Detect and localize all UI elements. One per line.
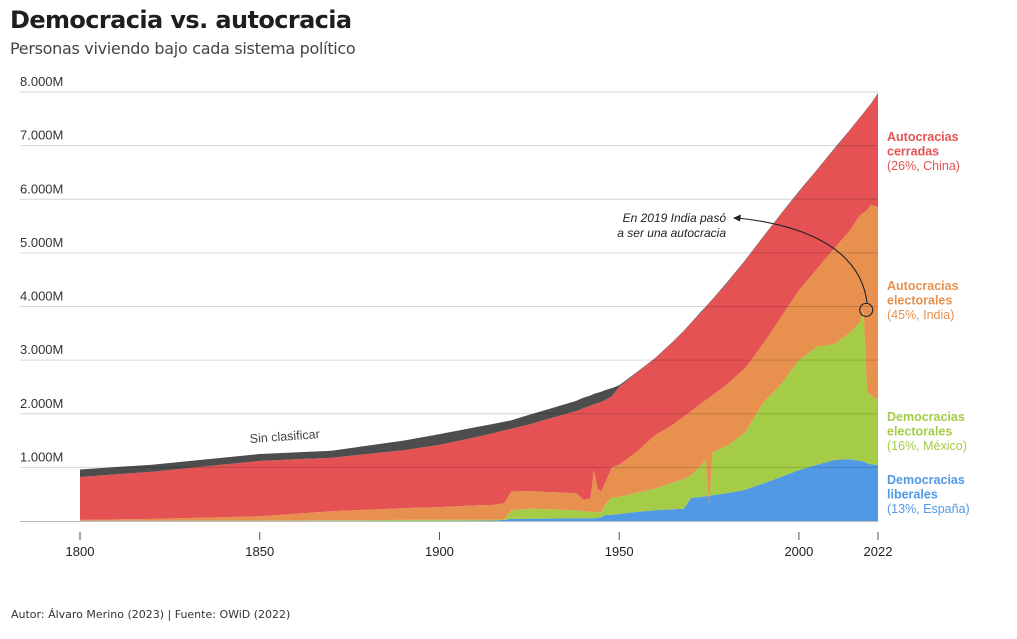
series-label-line: (26%, China) — [887, 159, 960, 173]
y-tick-label: 4.000M — [20, 289, 63, 304]
chart-subtitle: Personas viviendo bajo cada sistema polí… — [10, 39, 356, 58]
y-tick-label: 3.000M — [20, 342, 63, 357]
series-label-line: electorales — [887, 425, 952, 439]
series-label-line: cerradas — [887, 145, 939, 159]
annotation-text: a ser una autocracia — [617, 226, 726, 240]
y-tick-label: 6.000M — [20, 181, 63, 196]
series-label-line: Autocracias — [887, 130, 959, 144]
gridlines — [20, 91, 878, 522]
series-label-line: Democracias — [887, 410, 965, 424]
source-credit: Autor: Álvaro Merino (2023) | Fuente: OW… — [11, 608, 291, 621]
x-tick-label: 1800 — [66, 544, 95, 559]
x-tick-label: 1900 — [425, 544, 454, 559]
area-autocracias-cerradas — [80, 94, 878, 520]
series-label-line: (13%, España) — [887, 502, 970, 516]
label-sin-clasificar: Sin clasificar — [249, 427, 320, 446]
x-tick-label: 1850 — [245, 544, 274, 559]
x-tick-label: 2000 — [784, 544, 813, 559]
y-tick-label: 8.000M — [20, 74, 63, 89]
series-label-line: Autocracias — [887, 279, 959, 293]
chart-title: Democracia vs. autocracia — [10, 6, 352, 34]
area-democracias-liberales — [80, 459, 878, 521]
y-tick-label: 7.000M — [20, 128, 63, 143]
series-label-line: (16%, México) — [887, 439, 967, 453]
annotation-circle — [859, 302, 874, 317]
series-label-line: (45%, India) — [887, 308, 954, 322]
annotation-arrow — [736, 217, 868, 304]
annotation-text: En 2019 India pasó — [623, 211, 727, 225]
area-autocracias-electorales — [80, 204, 878, 521]
y-tick-label: 1.000M — [20, 449, 63, 464]
series-label-line: liberales — [887, 488, 938, 502]
area-layer — [80, 93, 878, 521]
series-label-line: electorales — [887, 294, 952, 308]
y-axis: 1.000M 2.000M 3.000M 4.000M 5.000M 6.000M 7.00… — [20, 74, 63, 464]
series-label-line: Democracias — [887, 473, 965, 487]
arrowhead-icon — [733, 214, 741, 222]
y-tick-label: 5.000M — [20, 235, 63, 250]
x-tick-label: 1950 — [605, 544, 634, 559]
x-axis: 1800 1850 1900 1950 2000 2022 — [66, 532, 893, 559]
y-tick-label: 2.000M — [20, 396, 63, 411]
x-tick-label: 2022 — [864, 544, 893, 559]
